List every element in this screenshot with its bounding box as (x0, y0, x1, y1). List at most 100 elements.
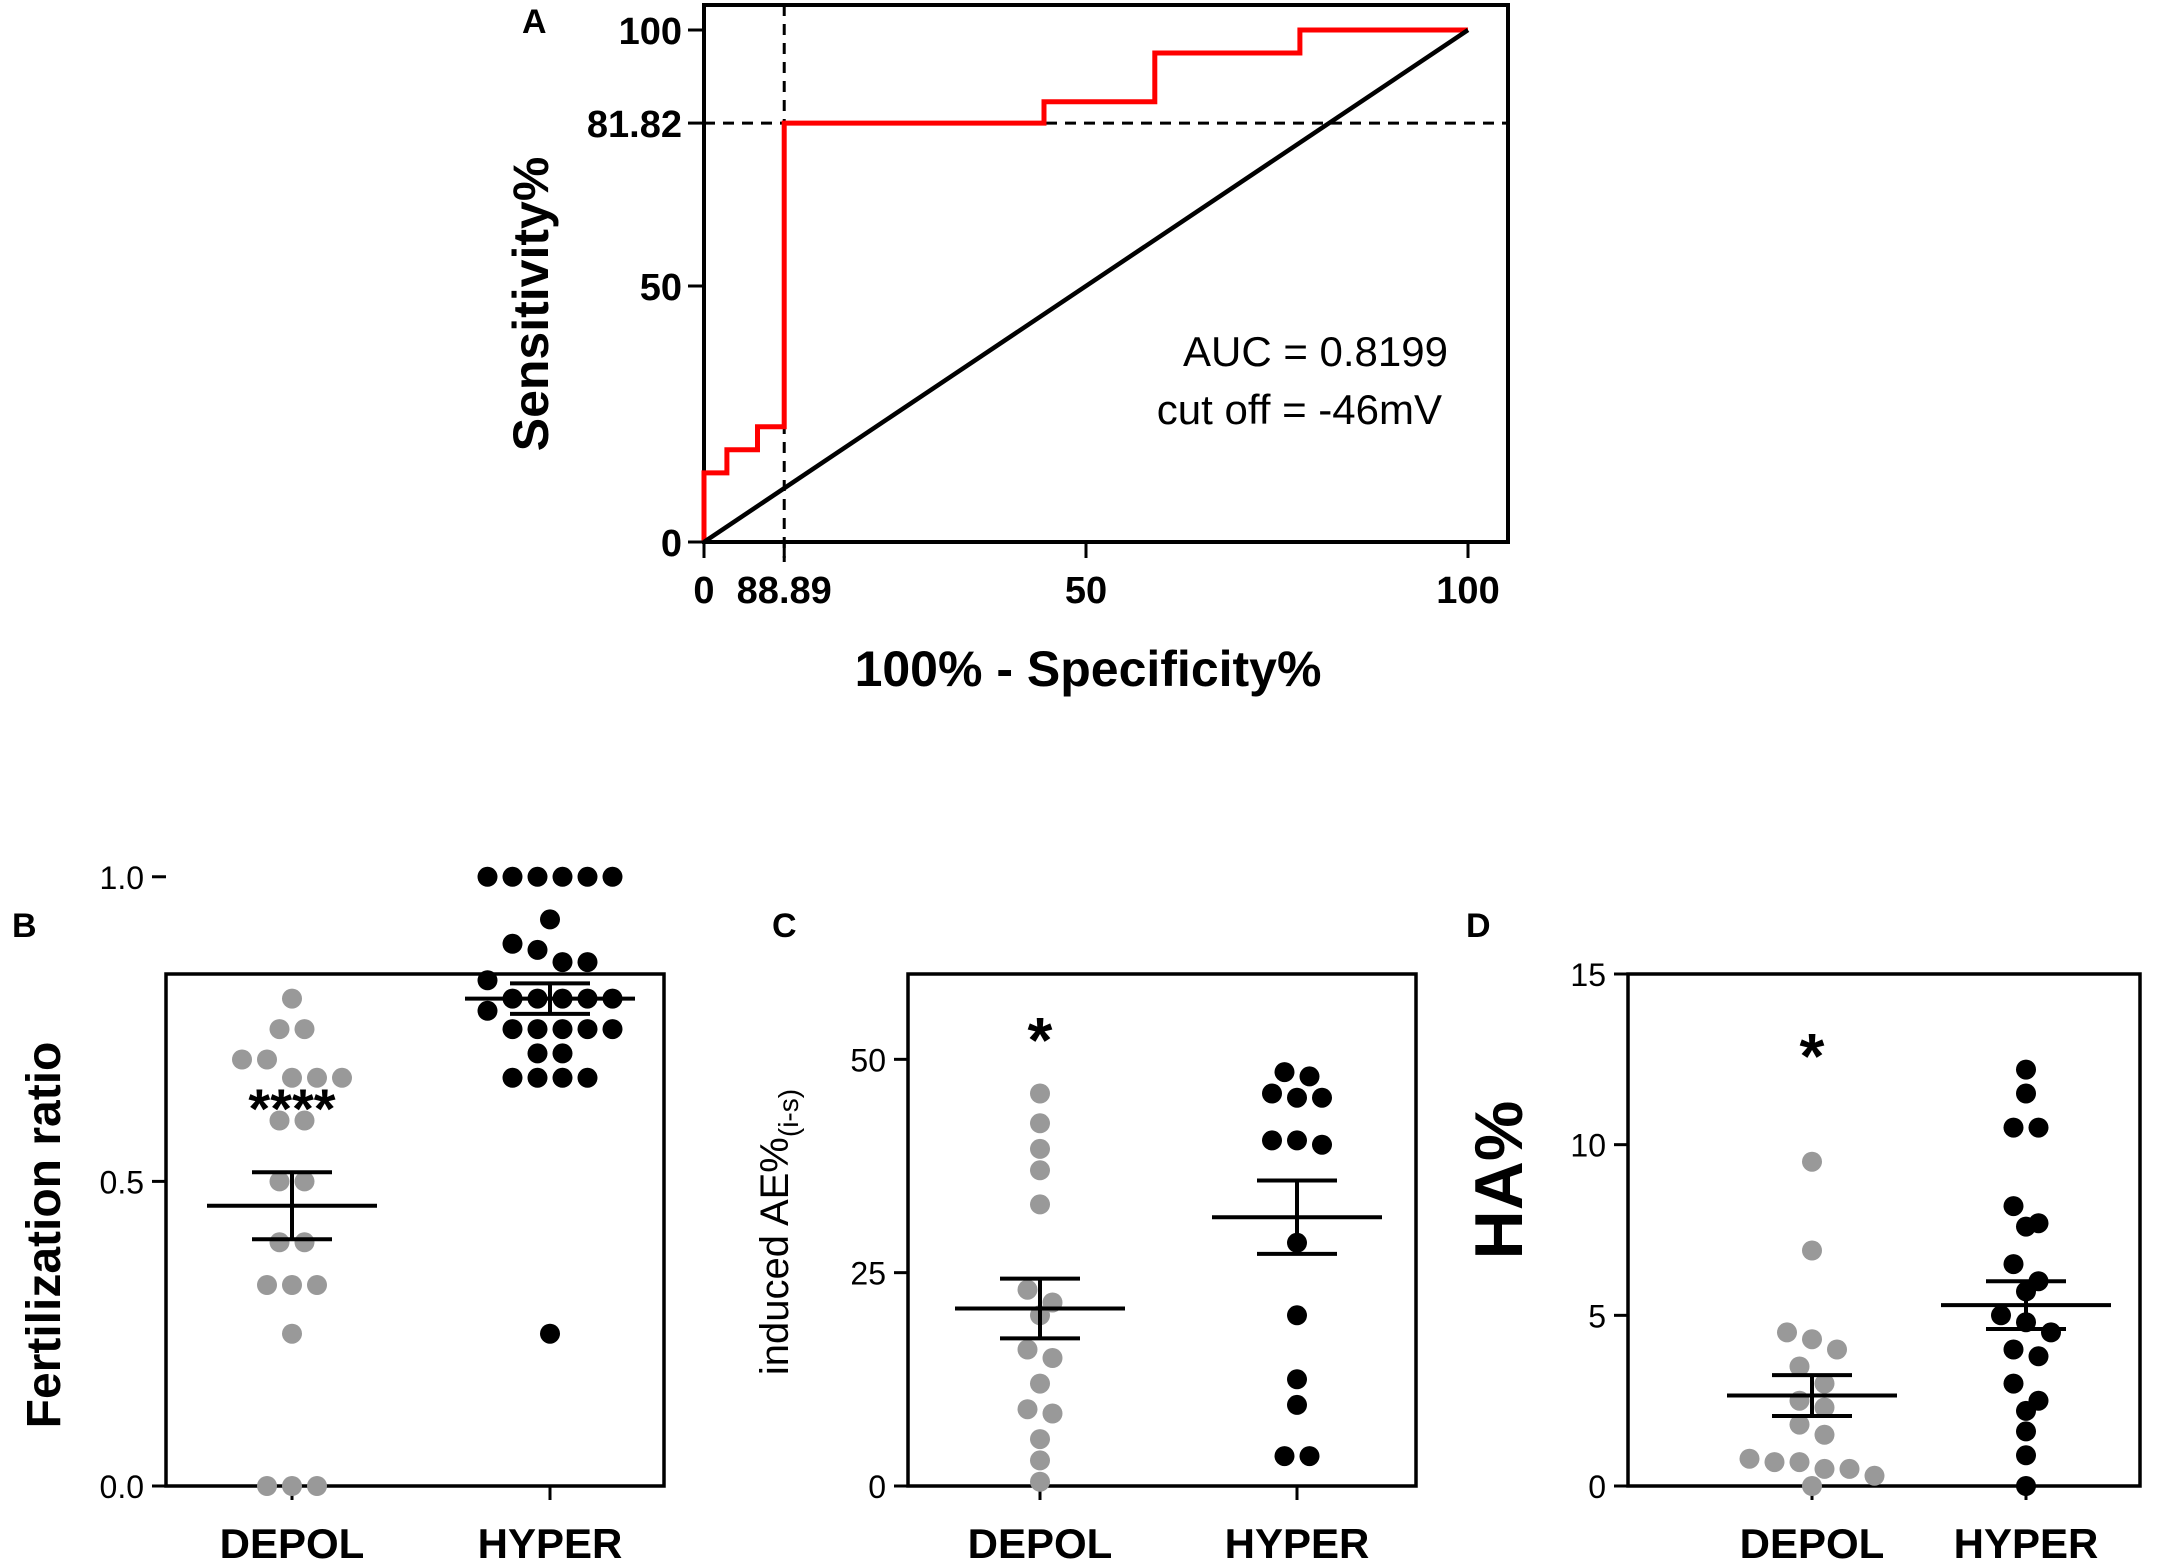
panel-b-ytick-label: 0.0 (100, 1469, 144, 1505)
panel-a-xtick-label: 100 (1436, 570, 1499, 612)
panel-c-ytick-label: 50 (850, 1042, 886, 1078)
panel-b-ytick-label: 1.0 (100, 860, 144, 896)
panel-b-depol-point (294, 1019, 315, 1040)
panel-c-depol-point (1030, 1194, 1050, 1215)
panel-b-hyper-point (577, 1067, 598, 1088)
panel-c-hyper-point (1299, 1446, 1320, 1467)
panel-b-depol-point (269, 1110, 290, 1131)
panel-c-depol-point (1030, 1450, 1050, 1471)
panel-d-ytick-label: 15 (1570, 957, 1606, 993)
panel-c-hyper-point (1299, 1066, 1320, 1087)
panel-d-hyper-point (2003, 1196, 2024, 1217)
panel-d-hyper-point (2016, 1421, 2036, 1442)
panel-a-xtick-label: 88.89 (737, 570, 832, 612)
panel-b-hyper-point (540, 1323, 560, 1344)
panel-d-depol-point (1789, 1414, 1810, 1435)
panel-c-frame (906, 972, 1418, 1488)
panel-d-depol-point (1789, 1452, 1810, 1473)
panel-a: A 0 50 81.82 100 0 88.89 50 100 AUC = 0.8199 cu… (503, 3, 1510, 697)
panel-c-depol-point (1030, 1471, 1050, 1492)
panel-c-significance-label: * (1028, 1004, 1053, 1076)
cutoff-annotation: cut off = -46mV (1157, 386, 1442, 433)
panel-d-depol-point (1789, 1356, 1810, 1377)
panel-d-depol-point (1827, 1339, 1847, 1360)
panel-d-depol-point (1814, 1458, 1835, 1479)
panel-b-hyper-point (602, 866, 623, 887)
panel-b-hyper-point (502, 1067, 523, 1088)
panel-b-hyper-point (552, 1067, 573, 1088)
panel-d-ytick-label: 5 (1588, 1298, 1606, 1334)
panel-d-ylabel: HA% (1461, 1101, 1537, 1260)
panel-d-hyper-point (2016, 1445, 2036, 1466)
panel-d-depol-point (1864, 1465, 1885, 1486)
panel-c-ylabel-main: induced AE% (753, 1137, 797, 1375)
panel-b-hyper-point (502, 866, 523, 887)
panel-b-hyper-point (577, 866, 598, 887)
panel-b-depol-point (307, 1067, 327, 1088)
panel-d-hyper-point (2016, 1216, 2036, 1237)
panel-b-hyper-point (477, 866, 498, 887)
panel-c-depol-point (1030, 1160, 1050, 1181)
panel-d-depol-point (1839, 1458, 1860, 1479)
panel-c-hyper-point (1287, 1369, 1307, 1390)
panel-b-hyper-point (527, 1067, 548, 1088)
auc-annotation: AUC = 0.8199 (1183, 328, 1448, 375)
panel-d-hyper-point (2003, 1117, 2024, 1138)
roc-series (701, 27, 1470, 544)
panel-b-hyper-point (527, 1043, 548, 1064)
panel-c-xtick-label: HYPER (1225, 1520, 1370, 1567)
panel-b-hyper-point (502, 933, 523, 954)
panel-c-hyper-point (1287, 1394, 1307, 1415)
panel-d-hyper-point (2003, 1339, 2024, 1360)
panel-b-depol-point (269, 1232, 290, 1253)
panel-b-hyper-point (577, 1019, 598, 1040)
panel-b-depol-point (282, 1067, 302, 1088)
panel-b: B 0.0 0.5 1.0 DEPOL HYPER **** Fertilization … (12, 860, 666, 1567)
panel-b-depol-point (257, 1049, 277, 1070)
panel-b-depol-point (307, 1275, 327, 1295)
panel-b-hyper-point (577, 952, 598, 973)
panel-c-hyper-point (1262, 1130, 1282, 1151)
panel-c-ylabel-sub: (i-s) (773, 1089, 804, 1137)
panel-d-depol-point (1777, 1322, 1797, 1343)
panel-d-xtick-label: HYPER (1954, 1520, 2099, 1567)
panel-b-depol-point (232, 1049, 252, 1070)
panel-d-depol-point (1739, 1448, 1760, 1469)
panel-b-letter: B (12, 907, 37, 945)
panel-d-hyper-point (2016, 1400, 2036, 1421)
panel-b-frame (164, 972, 666, 1488)
panel-c-ytick-label: 0 (868, 1469, 886, 1505)
panel-b-significance-label: **** (248, 1077, 335, 1140)
panel-b-hyper-point (502, 1019, 523, 1040)
panel-c-ytick-label: 25 (850, 1256, 886, 1292)
panel-c-hyper-point (1287, 1130, 1307, 1151)
panel-a-frame (702, 3, 1510, 544)
panel-a-ytick-label: 81.82 (587, 104, 682, 146)
panel-d-hyper-point (2016, 1083, 2036, 1104)
panel-d-ytick-label: 10 (1570, 1128, 1606, 1164)
panel-c-xtick-label: DEPOL (968, 1520, 1113, 1567)
panel-c-hyper-point (1287, 1087, 1307, 1108)
panel-c-letter: C (772, 907, 797, 945)
panel-b-hyper-point (477, 1000, 498, 1021)
panel-d-depol-point (1764, 1452, 1785, 1473)
panel-b-depol-point (257, 1476, 277, 1496)
panel-b-depol-point (282, 1323, 302, 1344)
panel-b-xtick-label: DEPOL (220, 1520, 365, 1567)
panel-c-depol-point (1030, 1113, 1050, 1134)
panel-d-xtick-label: DEPOL (1740, 1520, 1885, 1567)
panel-d-hyper-point (2041, 1322, 2061, 1343)
panel-d-hyper-point (2016, 1476, 2036, 1496)
panel-d-depol-point (1802, 1329, 1822, 1350)
panel-d-significance-label: * (1800, 1020, 1825, 1092)
panel-b-hyper-point (540, 909, 560, 930)
panel-b-xtick-label: HYPER (478, 1520, 623, 1567)
roc-curve-line (701, 27, 1468, 542)
panel-d-depol-point (1802, 1476, 1822, 1496)
panel-c-hyper-point (1312, 1087, 1332, 1108)
panel-d-ytick-label: 0 (1588, 1469, 1606, 1505)
panel-d: D 0 5 10 15 DEPOL HYPER * HA% (1461, 907, 2142, 1567)
panel-b-depol-point (294, 1232, 315, 1253)
panel-b-depol-point (269, 1019, 290, 1040)
